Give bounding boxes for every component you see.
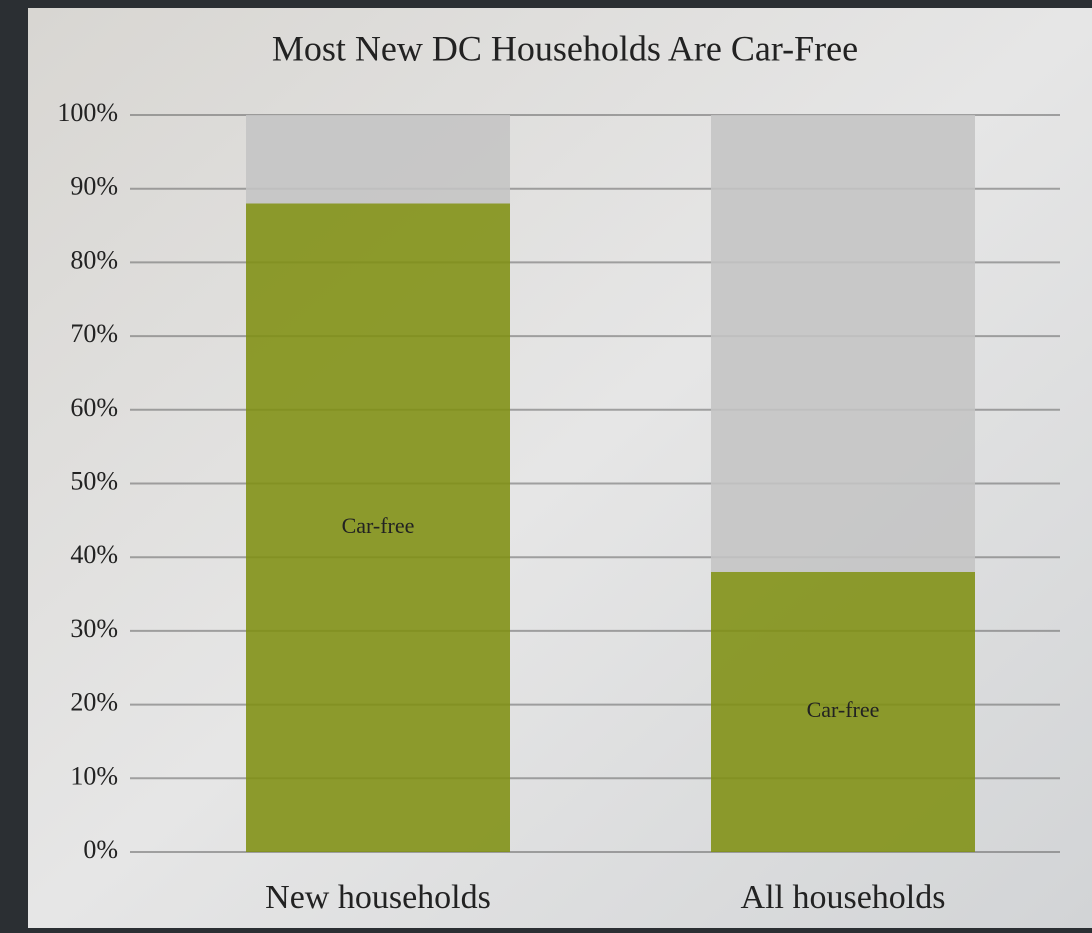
segment-label: Car-free	[807, 697, 880, 722]
y-tick-label: 30%	[70, 614, 118, 643]
y-tick-label: 50%	[70, 466, 118, 495]
y-tick-label: 80%	[70, 245, 118, 274]
x-tick-label: All households	[741, 879, 946, 916]
bar-segment	[246, 115, 510, 203]
y-tick-label: 90%	[70, 172, 118, 201]
page: Most New DC Households Are Car-Free 0% 10…	[0, 0, 1092, 933]
chart: Most New DC Households Are Car-Free 0% 10…	[0, 0, 1092, 933]
y-tick-label: 40%	[70, 540, 118, 569]
chart-title: Most New DC Households Are Car-Free	[272, 28, 858, 68]
y-tick-label: 10%	[70, 761, 118, 790]
y-tick-label: 60%	[70, 393, 118, 422]
segment-label: Car-free	[342, 513, 415, 538]
x-tick-label: New households	[265, 879, 491, 916]
y-tick-label: 100%	[57, 98, 118, 127]
y-tick-label: 70%	[70, 319, 118, 348]
bar-segment	[711, 115, 975, 572]
y-tick-label: 20%	[70, 688, 118, 717]
y-tick-label: 0%	[83, 835, 118, 864]
